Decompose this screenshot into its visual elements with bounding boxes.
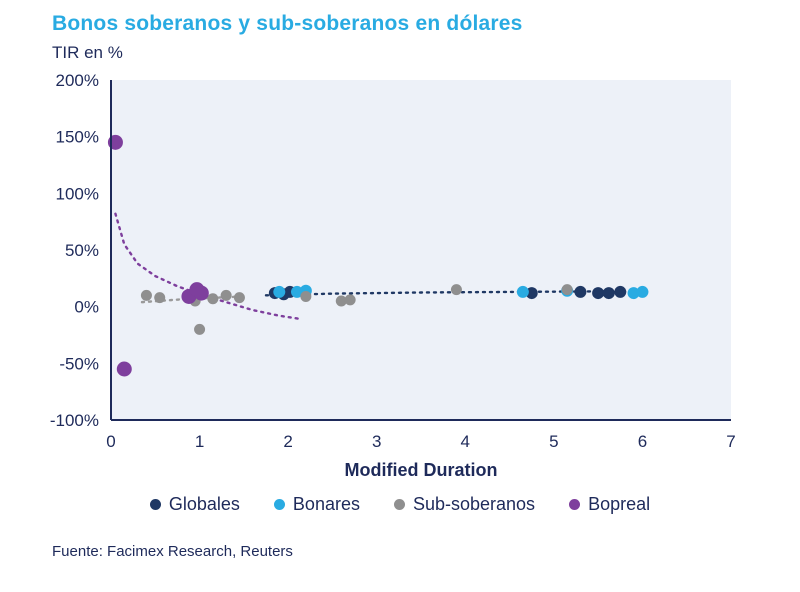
legend-dot-icon [149, 499, 161, 510]
legend-item-globales: Globales [149, 494, 240, 515]
x-tick-label: 4 [461, 432, 470, 451]
chart-title: Bonos soberanos y sub-soberanos en dólar… [52, 12, 523, 35]
point-sub-soberanos [194, 323, 206, 335]
x-tick-label: 7 [726, 432, 735, 451]
point-globales [574, 285, 587, 298]
point-sub-soberanos [220, 289, 232, 301]
point-sub-soberanos [233, 292, 245, 304]
y-tick-label: 100% [56, 184, 99, 203]
x-tick-label: 3 [372, 432, 381, 451]
x-tick-label: 6 [638, 432, 647, 451]
x-tick-label: 2 [283, 432, 292, 451]
legend-item-sub-soberanos: Sub-soberanos [393, 494, 536, 515]
point-sub-soberanos [300, 290, 312, 302]
x-tick-label: 1 [195, 432, 204, 451]
point-sub-soberanos [344, 294, 356, 306]
point-globales [602, 287, 615, 300]
y-tick-label: -50% [59, 354, 99, 373]
source-note: Fuente: Facimex Research, Reuters [52, 543, 293, 560]
point-bonares [636, 285, 649, 298]
point-bopreal [193, 285, 209, 301]
legend-dot-icon [393, 499, 405, 510]
legend: Globales Bonares Sub-soberanos Bopreal [20, 494, 780, 515]
y-tick-label: 0% [74, 298, 99, 317]
x-tick-label: 0 [106, 432, 115, 451]
point-bonares [291, 285, 303, 298]
legend-label: Globales [168, 494, 240, 514]
legend-item-bonares: Bonares [273, 494, 360, 515]
chart-subtitle: TIR en % [52, 43, 123, 62]
trendline-soberanos-trend [264, 290, 644, 297]
point-globales [525, 287, 538, 300]
point-globales [614, 285, 627, 298]
point-sub-soberanos [335, 295, 347, 307]
point-sub-soberanos [154, 292, 166, 304]
x-tick-label: 5 [549, 432, 558, 451]
x-axis-label: Modified Duration [344, 460, 498, 480]
plot-area [111, 80, 731, 420]
legend-dot-icon [273, 499, 285, 510]
point-sub-soberanos [207, 293, 219, 305]
point-bonares [273, 285, 286, 298]
y-tick-label: 150% [56, 128, 99, 147]
point-sub-soberanos [140, 289, 152, 301]
legend-label: Sub-soberanos [412, 494, 536, 514]
point-sub-soberanos [561, 284, 573, 296]
legend-label: Bopreal [588, 494, 651, 514]
point-bonares [516, 285, 529, 298]
y-tick-label: 50% [65, 241, 99, 260]
legend-label: Bonares [292, 494, 360, 514]
legend-dot-icon [569, 499, 581, 510]
legend-item-bopreal: Bopreal [569, 494, 650, 515]
y-tick-label: -100% [50, 411, 99, 430]
point-bopreal [116, 361, 132, 377]
point-sub-soberanos [450, 284, 462, 296]
scatter-chart: 200% 150% 100% 50% 0% -50% -100% 0 1 2 3 4 5 6 7 [50, 71, 736, 451]
point-bonares [627, 287, 640, 300]
y-tick-label: 200% [56, 71, 99, 90]
point-globales [592, 287, 605, 300]
